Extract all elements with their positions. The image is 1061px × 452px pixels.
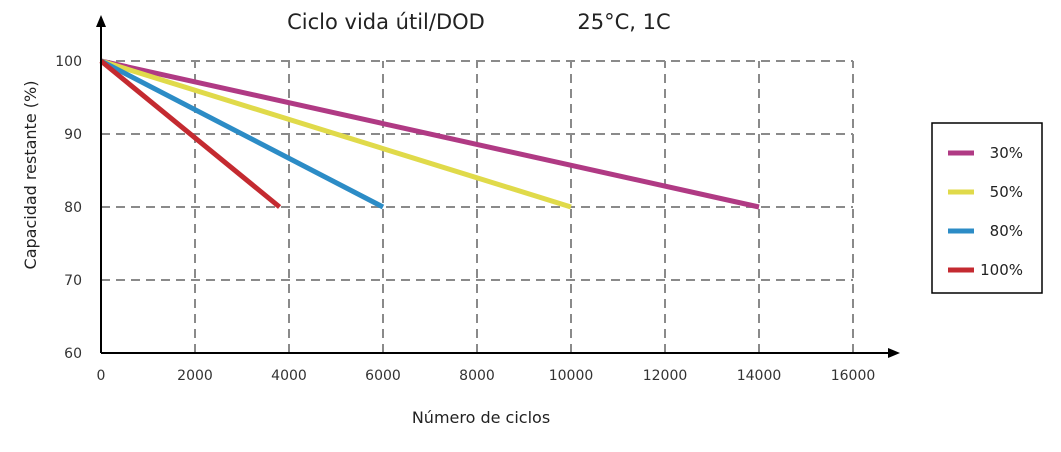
grid xyxy=(101,60,854,353)
x-tick-labels: 0 2000 4000 6000 8000 10000 12000 14000 16000 xyxy=(97,368,876,384)
chart-title: Ciclo vida útil/DOD xyxy=(287,10,485,34)
legend-label: 80% xyxy=(990,222,1023,240)
legend-items: 30% 50% 80% 100% xyxy=(948,144,1023,279)
legend-label: 100% xyxy=(980,261,1023,279)
series-line-2 xyxy=(100,58,572,210)
x-tick-label: 12000 xyxy=(643,368,688,384)
y-tick-label: 70 xyxy=(64,273,82,289)
legend: 30% 50% 80% 100% xyxy=(931,122,1043,294)
y-tick-label: 90 xyxy=(64,127,82,143)
x-tick-label: 14000 xyxy=(737,368,782,384)
y-tick-label: 60 xyxy=(64,346,82,362)
x-tick-label: 2000 xyxy=(177,368,213,384)
x-tick-label: 8000 xyxy=(459,368,495,384)
y-axis-arrow-icon xyxy=(96,15,106,27)
series-lines xyxy=(99,58,760,210)
y-axis-label: Capacidad restante (%) xyxy=(21,81,40,270)
y-tick-label: 100 xyxy=(55,54,82,70)
legend-label: 50% xyxy=(990,183,1023,201)
series-line-4 xyxy=(99,59,282,209)
legend-label: 30% xyxy=(990,144,1023,162)
chart-subtitle: 25°C, 1C xyxy=(577,10,670,34)
x-tick-label: 0 xyxy=(97,368,106,384)
y-tick-labels: 60 70 80 90 100 xyxy=(55,54,82,362)
series-line-1 xyxy=(100,58,760,210)
x-tick-label: 10000 xyxy=(549,368,594,384)
y-tick-label: 80 xyxy=(64,200,82,216)
series-line-3 xyxy=(99,58,385,210)
x-tick-label: 6000 xyxy=(365,368,401,384)
x-axis-arrow-icon xyxy=(888,348,900,358)
x-axis-label: Número de ciclos xyxy=(412,408,550,427)
axes xyxy=(96,15,900,358)
x-tick-label: 4000 xyxy=(271,368,307,384)
x-tick-label: 16000 xyxy=(831,368,876,384)
